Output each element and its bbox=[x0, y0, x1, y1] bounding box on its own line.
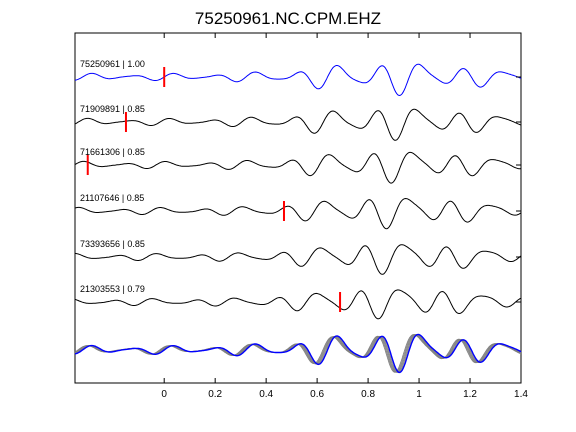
stack-reference-trace bbox=[74, 333, 522, 374]
x-axis: 0 0.2 0.4 0.6 0.8 1 1.2 1.4 bbox=[161, 33, 528, 400]
x-tick-label: 1.4 bbox=[514, 389, 528, 400]
trace-label-75250961: 75250961 | 1.00 bbox=[80, 59, 145, 69]
x-tick-label: 1 bbox=[416, 389, 422, 400]
waveform-trace-75250961 bbox=[74, 63, 522, 97]
stack-trace-3 bbox=[74, 334, 522, 373]
waveform-trace-73393656 bbox=[74, 244, 522, 275]
waveform-trace-21107646 bbox=[74, 197, 522, 230]
x-tick-label: 0.2 bbox=[208, 389, 222, 400]
x-tick-label: 0.6 bbox=[310, 389, 324, 400]
waveform-trace-71661306 bbox=[74, 151, 522, 184]
stack-trace-0 bbox=[74, 334, 522, 373]
waveform-trace-71909891 bbox=[74, 108, 522, 141]
trace-label-71909891: 71909891 | 0.85 bbox=[80, 104, 145, 114]
trace-label-21303553: 21303553 | 0.79 bbox=[80, 284, 145, 294]
waveform-trace-21303553 bbox=[74, 289, 522, 320]
chart-title: 75250961.NC.CPM.EHZ bbox=[195, 9, 381, 28]
x-tick-label: 0.8 bbox=[361, 389, 375, 400]
stack-group bbox=[74, 333, 522, 374]
trace-label-71661306: 71661306 | 0.85 bbox=[80, 147, 145, 157]
stack-trace-1 bbox=[74, 334, 522, 373]
stack-trace-2 bbox=[74, 334, 522, 373]
x-tick-label: 0 bbox=[161, 389, 167, 400]
trace-label-73393656: 73393656 | 0.85 bbox=[80, 239, 145, 249]
x-tick-label: 0.4 bbox=[259, 389, 273, 400]
stack-trace-4 bbox=[74, 334, 522, 373]
plot-area-frame bbox=[74, 32, 522, 384]
trace-group: 75250961 | 1.00 71909891 | 0.85 71661306 |… bbox=[74, 59, 522, 320]
x-tick-label: 1.2 bbox=[463, 389, 477, 400]
trace-label-21107646: 21107646 | 0.85 bbox=[80, 193, 144, 203]
